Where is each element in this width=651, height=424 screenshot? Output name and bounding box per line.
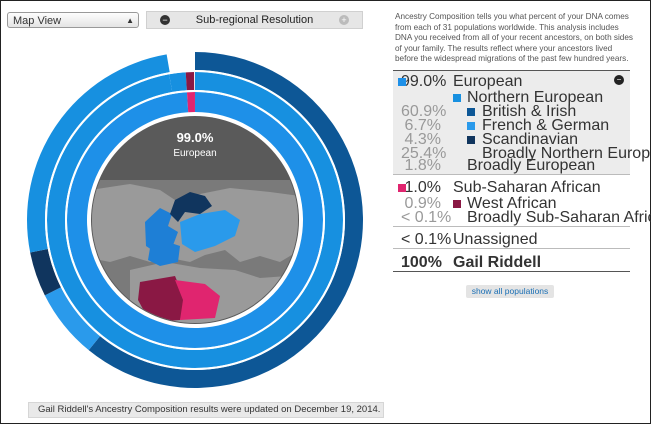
ring-slice-french-german[interactable] — [44, 287, 101, 351]
center-label: European — [173, 148, 216, 159]
population-name[interactable]: Gail Riddell — [453, 254, 542, 271]
ring-slice-broadly-european[interactable] — [169, 72, 187, 93]
zoom-in-icon[interactable]: + — [339, 15, 349, 25]
region-northern-europe — [180, 210, 240, 252]
region-scandinavian — [170, 192, 212, 222]
divider — [393, 271, 630, 272]
population-name[interactable]: Broadly Sub-Saharan African — [467, 209, 651, 226]
population-swatch — [467, 136, 475, 144]
population-percent: < 0.1% — [401, 209, 452, 226]
population-percent: 6.7% — [404, 117, 441, 134]
intro-text: Ancestry Composition tells you what perc… — [395, 12, 634, 63]
european-section — [393, 70, 630, 174]
population-percent: < 0.1% — [401, 231, 452, 248]
divider — [393, 70, 630, 71]
divider — [393, 248, 630, 249]
region-french-german — [148, 242, 180, 266]
resolution-bar: − Sub-regional Resolution + — [146, 11, 363, 29]
population-name[interactable]: Sub-Saharan African — [453, 179, 601, 196]
population-name[interactable]: Broadly Northern European — [482, 145, 651, 162]
population-name[interactable]: European — [453, 73, 523, 90]
region-west-africa — [138, 276, 185, 322]
population-name[interactable]: French & German — [482, 117, 610, 134]
update-status: Gail Riddell's Ancestry Composition resu… — [28, 402, 384, 418]
population-percent: 1.0% — [404, 179, 441, 196]
population-swatch — [398, 78, 406, 86]
population-percent: 1.8% — [404, 157, 441, 174]
region-sub-saharan — [175, 280, 220, 320]
collapse-icon[interactable]: − — [614, 75, 624, 85]
population-name[interactable]: Unassigned — [453, 231, 538, 248]
population-percent: 99.0% — [401, 73, 447, 90]
population-percent: 100% — [401, 254, 442, 271]
select-caret-icon: ▲︎ — [126, 16, 134, 25]
ring-slice-sub-saharan-african[interactable] — [186, 92, 195, 113]
ring-gap — [45, 70, 345, 370]
population-percent: 60.9% — [401, 103, 447, 120]
view-select-value: Map View — [13, 15, 62, 27]
population-swatch — [467, 108, 475, 116]
show-all-populations-button[interactable]: show all populations — [466, 285, 554, 298]
ring-slice-broadly-northern-european[interactable] — [26, 54, 170, 253]
population-percent: 0.9% — [404, 195, 441, 212]
ring-slice-british-irish[interactable] — [88, 52, 363, 388]
population-name[interactable]: British & Irish — [482, 103, 577, 120]
resolution-label: Sub-regional Resolution — [195, 14, 314, 26]
center-percent: 99.0% — [177, 130, 214, 145]
population-swatch — [467, 122, 475, 130]
zoom-out-icon[interactable]: − — [160, 15, 170, 25]
divider — [393, 174, 630, 175]
ring-gap — [65, 90, 325, 350]
population-name[interactable]: West African — [467, 195, 557, 212]
population-swatch — [453, 200, 461, 208]
population-name[interactable]: Broadly European — [467, 157, 596, 174]
ancestry-donut-chart[interactable]: 99.0% European — [0, 0, 390, 400]
population-swatch — [453, 94, 461, 102]
ring-slice-scandinavian[interactable] — [30, 249, 61, 296]
population-swatch — [398, 184, 406, 192]
population-percent: 25.4% — [401, 145, 447, 162]
region-british-irish — [145, 208, 178, 254]
population-percent: 4.3% — [404, 131, 441, 148]
ring-slice-west-african[interactable] — [185, 72, 195, 91]
view-select[interactable]: Map View ▲︎ — [7, 12, 139, 28]
population-name[interactable]: Scandinavian — [482, 131, 579, 148]
divider — [393, 226, 630, 227]
population-name[interactable]: Northern European — [467, 89, 604, 106]
